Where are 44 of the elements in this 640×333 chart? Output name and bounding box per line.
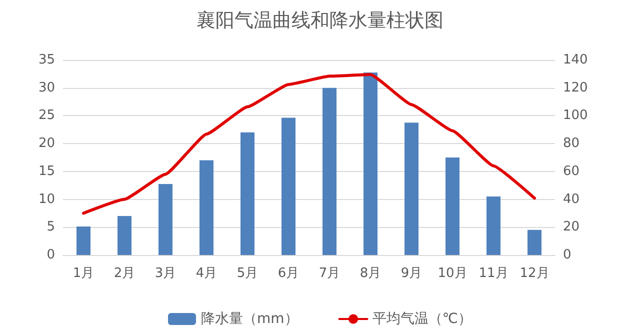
y-tick-label: 30 — [38, 80, 55, 96]
bar — [200, 160, 214, 255]
y2-tick-label: 120 — [563, 80, 588, 96]
y2-tick-label: 60 — [563, 164, 580, 179]
line-series — [82, 72, 536, 215]
x-tick-label: 6月 — [278, 266, 300, 281]
x-tick-label: 5月 — [236, 266, 258, 281]
bar — [118, 216, 132, 255]
y-tick-label: 20 — [38, 136, 55, 152]
bar — [76, 226, 90, 255]
x-tick-label: 9月 — [400, 266, 422, 281]
bar — [158, 184, 172, 255]
y2-tick-label: 80 — [563, 136, 580, 152]
x-tick-label: 11月 — [478, 266, 508, 281]
x-tick-label: 8月 — [360, 266, 382, 281]
y2-tick-label: 20 — [563, 220, 580, 235]
bar — [404, 122, 418, 255]
x-tick-label: 10月 — [438, 266, 468, 281]
bar — [240, 132, 254, 255]
x-tick-label: 1月 — [72, 266, 94, 281]
y2-tick-label: 40 — [563, 192, 580, 207]
legend-label: 平均气温（℃） — [372, 311, 472, 327]
x-tick-label: 3月 — [154, 266, 176, 281]
bar — [322, 88, 336, 255]
y-tick-label: 5 — [46, 220, 55, 235]
y2-tick-label: 100 — [563, 108, 588, 124]
y-tick-label: 10 — [38, 192, 55, 207]
x-tick-label: 12月 — [520, 266, 550, 281]
y-tick-label: 25 — [38, 108, 55, 124]
bar — [282, 118, 296, 255]
x-tick-label: 2月 — [114, 266, 136, 281]
x-tick-label: 7月 — [318, 266, 340, 281]
chart-title: 襄阳气温曲线和降水量柱状图 — [196, 10, 444, 32]
bar — [446, 158, 460, 255]
y-tick-label: 35 — [38, 52, 55, 68]
legend-label: 降水量（mm） — [201, 311, 298, 327]
y2-tick-label: 0 — [563, 248, 572, 262]
y-tick-label: 0 — [46, 248, 55, 262]
y-tick-label: 15 — [38, 164, 55, 179]
bar — [486, 196, 500, 255]
x-tick-label: 4月 — [196, 266, 218, 281]
y2-tick-label: 140 — [563, 52, 588, 68]
bar — [364, 72, 378, 255]
bar — [528, 230, 542, 255]
